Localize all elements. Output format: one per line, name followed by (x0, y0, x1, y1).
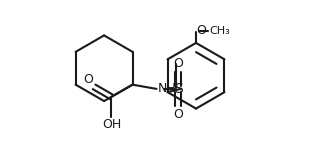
Text: O: O (173, 57, 183, 70)
Text: NH: NH (158, 82, 176, 95)
Text: OH: OH (102, 118, 121, 131)
Text: S: S (174, 82, 183, 96)
Text: CH₃: CH₃ (209, 26, 230, 36)
Text: O: O (197, 24, 206, 37)
Text: O: O (83, 73, 93, 86)
Text: O: O (173, 108, 183, 121)
